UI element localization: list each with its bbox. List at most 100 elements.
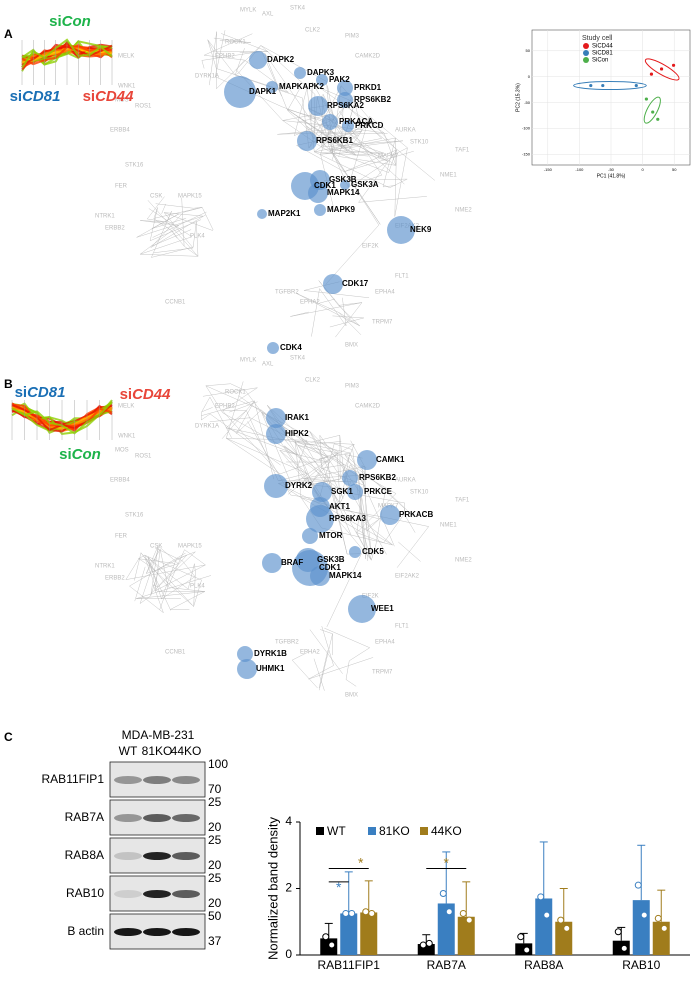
network-edge	[176, 551, 196, 560]
background-node-label: PIM3	[345, 34, 360, 40]
network-edge	[342, 127, 405, 185]
network-edge	[292, 659, 318, 689]
network-edge	[396, 526, 429, 568]
network-edge	[385, 489, 414, 517]
kinase-label: RPS6KA2	[327, 101, 364, 110]
background-node-label: TRPM7	[372, 320, 393, 326]
network-edge	[338, 305, 360, 326]
network-edge	[184, 549, 206, 566]
legend-swatch	[368, 827, 376, 835]
network-edge	[150, 567, 160, 596]
network-edge	[356, 467, 367, 533]
background-node-label: STK10	[410, 140, 429, 146]
network-edge	[153, 584, 158, 588]
network-edge	[331, 457, 397, 494]
background-node-label: EPHB2	[215, 54, 235, 60]
network-edge	[260, 45, 327, 82]
data-point	[368, 909, 376, 917]
kinase-label: CDK5	[362, 547, 384, 556]
network-edge	[207, 39, 217, 69]
kinase-label: PAK2	[329, 75, 350, 84]
background-node-label: MELK	[118, 54, 134, 60]
kinase-label: NEK9	[410, 225, 432, 234]
network-edge	[264, 53, 288, 110]
kinase-node	[302, 528, 318, 544]
x-tick-label: RAB10	[622, 958, 660, 972]
background-node-label: CAMK2D	[355, 54, 381, 60]
network-edge	[344, 149, 397, 172]
network-edge	[279, 450, 328, 463]
kinase-label: PRKCE	[364, 487, 393, 496]
blot-band	[114, 852, 142, 860]
network-edge	[361, 118, 369, 132]
legend-swatch	[583, 50, 589, 56]
data-point	[640, 911, 648, 919]
network-edge	[335, 302, 363, 338]
lane-label: 81KO	[142, 744, 173, 758]
network-edge	[278, 466, 365, 484]
background-node-label: PLK4	[190, 234, 205, 240]
kinase-node	[347, 484, 363, 500]
network-edge	[339, 489, 344, 499]
background-node-label: EPHA2	[300, 650, 320, 656]
kinase-label: MAPK14	[327, 188, 360, 197]
kinase-node	[348, 595, 376, 623]
network-edge	[394, 149, 397, 217]
network-edge	[348, 174, 382, 187]
network-edge	[356, 532, 372, 561]
kinase-node	[337, 92, 353, 108]
kinase-label: HIPK2	[285, 429, 309, 438]
network-edge	[209, 397, 232, 438]
network-edge	[349, 452, 380, 520]
network-edge	[329, 140, 403, 151]
network-edge	[314, 151, 369, 157]
kinase-node	[357, 450, 377, 470]
kinase-label: RPS6KB2	[354, 95, 391, 104]
network-edge	[153, 207, 202, 219]
network-edge	[209, 417, 251, 422]
network-edge	[246, 410, 279, 481]
network-edge	[319, 452, 350, 460]
background-node-label: DYRK1A	[195, 74, 219, 80]
background-node-label: TAF1	[455, 148, 470, 154]
network-edge	[136, 215, 204, 238]
kinase-label: MTOR	[319, 531, 343, 540]
network-edge	[347, 131, 362, 152]
kinase-label: CDK4	[280, 343, 302, 352]
confidence-ellipse	[643, 96, 661, 124]
blot-band	[143, 928, 171, 936]
background-node-label: EIF2AK2	[395, 574, 420, 580]
legend-title: Study cell	[582, 35, 613, 42]
legend-label: 44KO	[431, 824, 462, 838]
background-node-label: FER	[115, 184, 128, 190]
x-tick-label: 0	[641, 167, 644, 172]
data-point	[425, 939, 433, 947]
pca-point	[601, 83, 605, 88]
network-edge	[327, 85, 334, 120]
network-edge	[382, 138, 396, 187]
data-point	[348, 909, 356, 917]
network-edge	[153, 218, 172, 231]
data-point	[465, 916, 473, 924]
background-node-label: NTRK1	[95, 564, 115, 570]
cluster-label-gene: Con	[62, 13, 91, 30]
network-edge	[245, 390, 262, 413]
network-edge	[140, 254, 199, 257]
blot-row-label: RAB7A	[65, 810, 104, 824]
background-node-label: STK16	[125, 163, 144, 169]
kinase-node	[308, 96, 328, 116]
kinase-node	[342, 120, 354, 132]
network-edge	[140, 236, 193, 255]
y-tick-label: -150	[522, 152, 531, 157]
network-edge	[153, 247, 194, 253]
network-edge	[250, 417, 328, 458]
network-edge	[137, 554, 145, 560]
network-edge	[338, 501, 393, 546]
network-edge	[345, 679, 357, 687]
background-node-label: BMX	[345, 343, 358, 349]
network-edge	[254, 400, 274, 480]
mw-marker: 37	[208, 934, 222, 948]
network-edge	[312, 82, 385, 133]
network-edge	[301, 438, 359, 477]
data-point	[557, 916, 565, 924]
